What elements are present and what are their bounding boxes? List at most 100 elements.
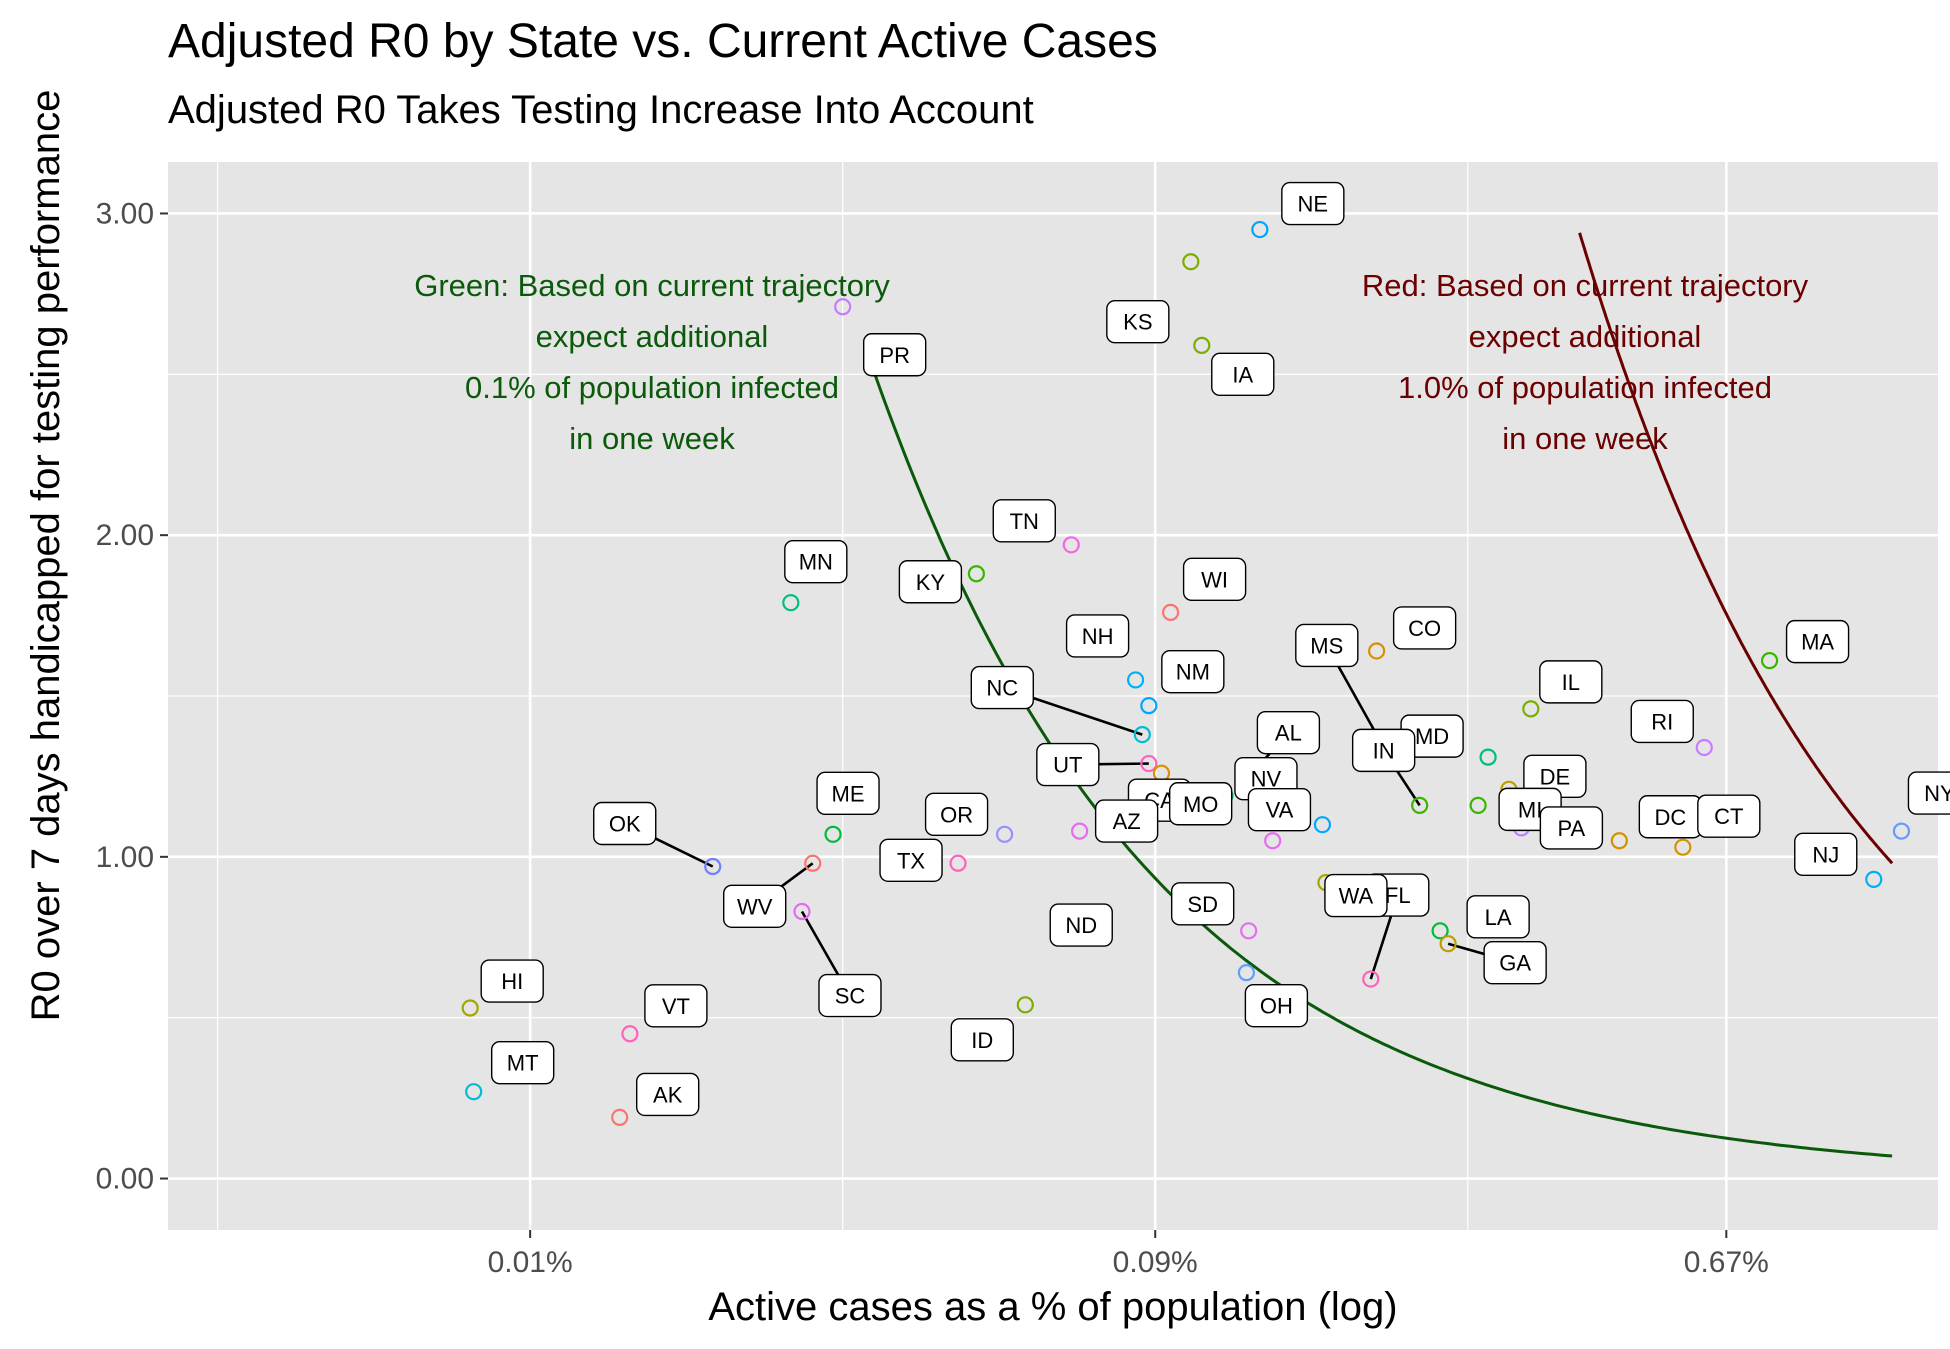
label-box-nm <box>1161 649 1225 694</box>
point-az <box>1071 822 1089 840</box>
label-box-ks <box>1106 300 1170 344</box>
point-ny <box>1892 822 1911 840</box>
label-id: ID <box>971 1028 993 1053</box>
point-md <box>1479 748 1497 766</box>
y-axis-label: R0 over 7 days handicapped for testing p… <box>24 89 68 1022</box>
label-box-sd <box>1170 882 1235 926</box>
label-box-oh <box>1244 983 1309 1028</box>
point-hi <box>461 999 479 1017</box>
label-box-tx <box>879 838 943 882</box>
annotation-red-line: expect additional <box>1469 319 1702 354</box>
point-oh <box>1237 964 1255 982</box>
label-ms: MS <box>1310 633 1343 658</box>
label-ma: MA <box>1801 630 1834 655</box>
label-nc: NC <box>986 676 1018 701</box>
point-mn <box>782 594 800 612</box>
label-box-tn <box>992 499 1056 543</box>
label-wv: WV <box>737 894 773 919</box>
label-box-sc <box>818 973 882 1018</box>
annotation-red-line: in one week <box>1502 421 1668 456</box>
label-box-ri <box>1630 699 1694 744</box>
label-box-or <box>924 792 989 837</box>
label-ut: UT <box>1053 753 1082 778</box>
green-trajectory-curve <box>873 373 1893 1158</box>
label-box-id <box>950 1018 1014 1062</box>
label-fl: FL <box>1385 883 1411 908</box>
red-trajectory-curve <box>1578 232 1894 865</box>
chart-subtitle: Adjusted R0 Takes Testing Increase Into … <box>168 88 1034 132</box>
label-co: CO <box>1408 616 1441 641</box>
label-md: MD <box>1415 724 1449 749</box>
label-box-ga <box>1483 940 1547 985</box>
x-axis-label: Active cases as a % of population (log) <box>708 1285 1398 1329</box>
y-tick-label: 1.00 <box>96 841 154 874</box>
point-dc <box>1610 832 1628 850</box>
label-dc: DC <box>1654 805 1686 830</box>
y-tick-label: 0.00 <box>96 1163 154 1196</box>
label-box-wa <box>1324 873 1388 918</box>
label-oh: OH <box>1260 994 1293 1019</box>
point-ri <box>1695 738 1713 757</box>
point-ok <box>704 857 722 876</box>
point-la <box>1431 922 1449 940</box>
label-nv: NV <box>1251 767 1282 792</box>
label-il: IL <box>1562 670 1580 695</box>
point-me <box>824 825 842 843</box>
label-wi: WI <box>1201 567 1228 592</box>
point-wv <box>804 854 822 872</box>
label-nh: NH <box>1082 624 1114 649</box>
annotation-green-line: expect additional <box>536 319 769 354</box>
label-box-al <box>1256 710 1321 755</box>
label-ks: KS <box>1123 310 1152 335</box>
label-box-wv <box>723 884 787 928</box>
label-box-ct <box>1697 794 1761 838</box>
label-box-in <box>1351 728 1416 773</box>
label-box-ak <box>636 1072 700 1117</box>
label-va: VA <box>1266 798 1294 823</box>
point-ct <box>1674 838 1692 856</box>
axes: 0.01% 0.09% 0.67% 0.00 1.00 2.00 3.00 <box>96 197 1769 1279</box>
label-box-la <box>1466 895 1530 939</box>
label-mt: MT <box>507 1051 539 1076</box>
x-tick-label: 0.09% <box>1113 1246 1198 1279</box>
label-box-ne <box>1281 181 1345 226</box>
label-ct: CT <box>1714 804 1743 829</box>
point-in <box>1411 796 1429 814</box>
label-ky: KY <box>916 570 946 595</box>
point-tn <box>1062 536 1080 554</box>
point-va <box>1313 816 1332 834</box>
chart-title: Adjusted R0 by State vs. Current Active … <box>168 15 1158 68</box>
point-ia <box>1193 336 1211 354</box>
point-vt <box>621 1025 639 1043</box>
label-box-nd <box>1049 903 1113 947</box>
label-box-mn <box>784 540 848 584</box>
label-box-il <box>1539 660 1603 704</box>
label-ok: OK <box>609 811 641 836</box>
label-wa: WA <box>1339 884 1374 909</box>
annotation-green-line: in one week <box>569 421 735 456</box>
label-hi: HI <box>501 969 523 994</box>
label-box-pr <box>862 333 927 377</box>
x-tick-label: 0.01% <box>488 1246 573 1279</box>
point-mt <box>465 1083 483 1101</box>
annotation-green-line: Green: Based on current trajectory <box>414 268 890 303</box>
label-in: IN <box>1373 738 1395 763</box>
label-ak: AK <box>653 1082 683 1107</box>
label-box-vt <box>644 984 708 1028</box>
label-box-wi <box>1182 557 1247 602</box>
label-al: AL <box>1275 721 1302 746</box>
label-vt: VT <box>662 994 690 1019</box>
label-ri: RI <box>1651 709 1673 734</box>
label-box-mo <box>1168 782 1233 826</box>
label-box-nc <box>970 665 1034 710</box>
point-fl <box>1362 970 1380 988</box>
label-pa: PA <box>1558 816 1586 841</box>
point-nh <box>1126 671 1145 689</box>
grid <box>168 162 1938 1230</box>
annotations: Green: Based on current trajectory expect… <box>414 268 1808 456</box>
point-ma <box>1760 652 1779 670</box>
point-pr <box>834 298 852 316</box>
x-tick-label: 0.67% <box>1684 1246 1769 1279</box>
label-box-ky <box>898 560 963 604</box>
